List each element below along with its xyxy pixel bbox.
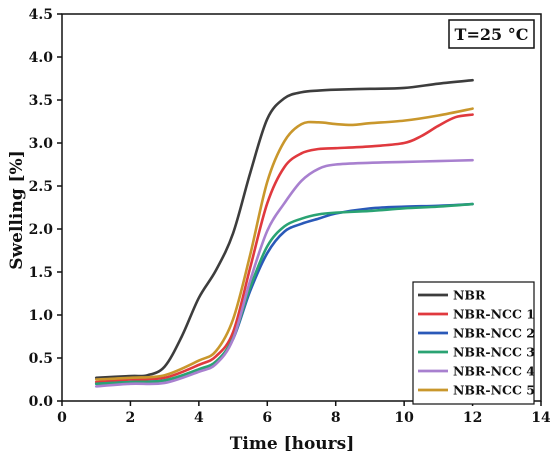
y-tick-label: 0.0	[29, 394, 54, 410]
x-tick-label: 2	[126, 410, 136, 426]
x-tick-label: 12	[463, 410, 482, 426]
series-line-1	[94, 78, 474, 380]
temperature-annotation: T=25 °C	[448, 19, 535, 49]
series-line-2	[94, 113, 474, 384]
y-tick-label: 3.5	[29, 93, 53, 109]
y-tick-label: 3.0	[29, 136, 54, 152]
series-lines	[94, 78, 474, 388]
plot-frame	[61, 13, 542, 402]
axis-ticks: 0 2 4 6 8 10 12 14 0.0 0.5 1.0 1.5 2.0 2.5 3.0 3.5 4.0 4.…	[29, 7, 550, 426]
legend-label-5: NBR-NCC 4	[453, 364, 535, 379]
y-tick-label: 2.0	[29, 222, 54, 238]
legend-label-4: NBR-NCC 3	[453, 345, 535, 360]
y-tick-label: 1.0	[29, 308, 54, 324]
legend-label-1: NBR	[453, 288, 486, 303]
y-tick-label: 2.5	[29, 179, 53, 195]
legend-label-6: NBR-NCC 5	[453, 383, 535, 398]
y-tick-label: 1.5	[29, 265, 53, 281]
annotation-box	[448, 19, 535, 49]
x-tick-label: 4	[194, 410, 204, 426]
x-tick-label: 10	[394, 410, 414, 426]
x-tick-label: 8	[331, 410, 341, 426]
series-line-6	[94, 107, 474, 381]
y-tick-label: 4.0	[29, 50, 54, 66]
x-tick-label: 6	[262, 410, 272, 426]
series-line-5	[94, 158, 474, 388]
legend-label-2: NBR-NCC 1	[453, 307, 535, 322]
legend-box	[412, 281, 535, 405]
legend: NBR NBR-NCC 1 NBR-NCC 2 NBR-NCC 3 NBR-NCC 4 N…	[412, 281, 535, 405]
x-axis-title: Time [hours]	[230, 434, 355, 454]
y-tick-label: 4.5	[29, 7, 53, 23]
series-line-4	[94, 202, 474, 386]
legend-label-3: NBR-NCC 2	[453, 326, 535, 341]
x-tick-label: 0	[57, 410, 67, 426]
x-tick-label: 14	[531, 410, 550, 426]
y-axis-title: Swelling [%]	[7, 150, 27, 270]
y-tick-label: 0.5	[29, 351, 53, 367]
plot-area-border	[61, 13, 542, 402]
annotation-text: T=25 °C	[455, 25, 529, 44]
